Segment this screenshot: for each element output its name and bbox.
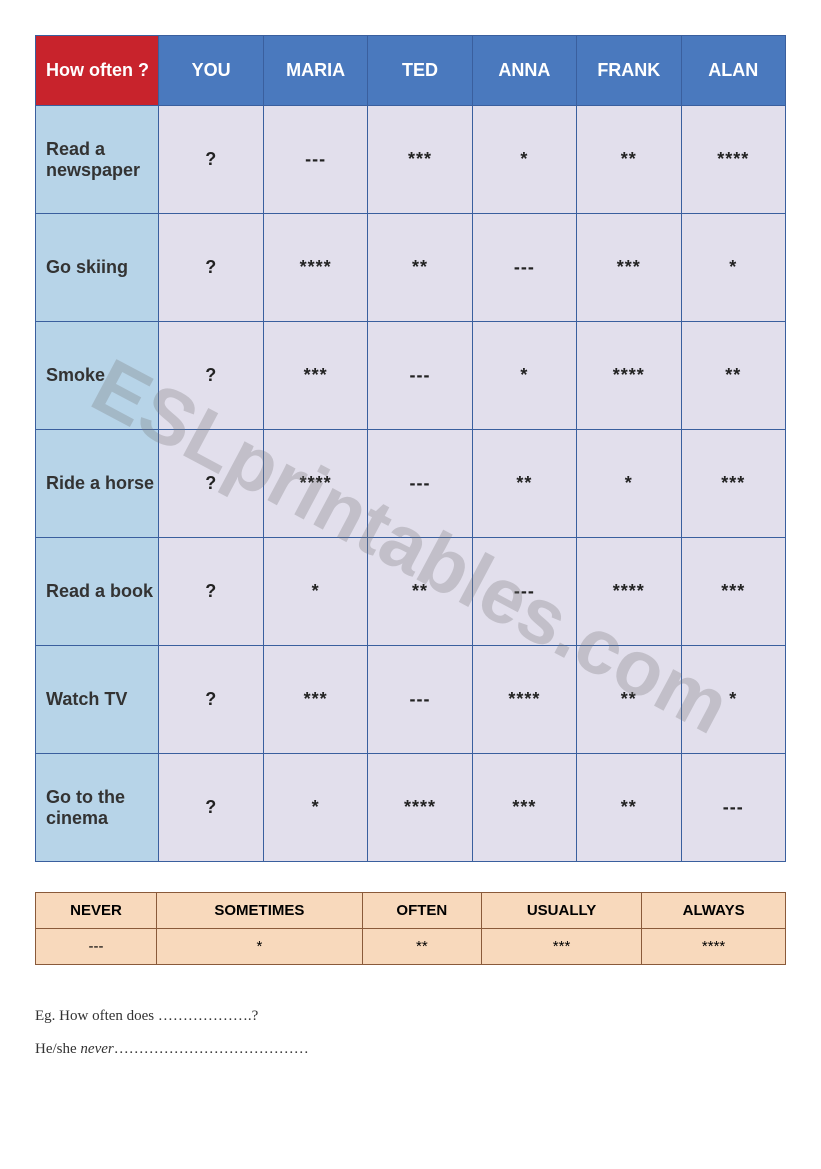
freq-value: ? [159,754,263,862]
freq-value: **** [472,646,576,754]
example-line-1: Eg. How often does ……………….? [35,1000,786,1033]
freq-value: ** [368,538,472,646]
freq-value: **** [577,538,681,646]
activity-label: Smoke [36,322,159,430]
legend-table: NEVER SOMETIMES OFTEN USUALLY ALWAYS ---… [35,892,786,965]
freq-value: **** [263,430,367,538]
legend-label-always: ALWAYS [642,893,786,929]
freq-value: --- [263,106,367,214]
freq-value: ? [159,538,263,646]
freq-value: ** [368,214,472,322]
legend-symbol-never: --- [36,929,157,965]
person-header-alan: ALAN [681,36,785,106]
freq-value: *** [263,322,367,430]
frequency-table: How often ? YOU MARIA TED ANNA FRANK ALA… [35,35,786,862]
freq-value: **** [577,322,681,430]
legend-label-usually: USUALLY [481,893,641,929]
freq-value: *** [681,538,785,646]
freq-value: ? [159,214,263,322]
legend-label-never: NEVER [36,893,157,929]
table-body: Read a newspaper ? --- *** * ** **** Go … [36,106,786,862]
example-line1-suffix: ……………….? [158,1008,258,1024]
freq-value: *** [681,430,785,538]
header-row: How often ? YOU MARIA TED ANNA FRANK ALA… [36,36,786,106]
table-row: Go to the cinema ? * **** *** ** --- [36,754,786,862]
activity-label: Go to the cinema [36,754,159,862]
table-row: Go skiing ? **** ** --- *** * [36,214,786,322]
activity-label: Watch TV [36,646,159,754]
person-header-ted: TED [368,36,472,106]
legend-symbol-sometimes: * [156,929,362,965]
table-row: Ride a horse ? **** --- ** * *** [36,430,786,538]
freq-value: *** [472,754,576,862]
freq-value: **** [368,754,472,862]
person-header-maria: MARIA [263,36,367,106]
legend-symbol-usually: *** [481,929,641,965]
freq-value: --- [472,538,576,646]
freq-value: * [577,430,681,538]
freq-value: * [681,214,785,322]
activity-label: Read a newspaper [36,106,159,214]
example-line2-suffix: ………………………………… [114,1041,309,1057]
freq-value: *** [368,106,472,214]
table-row: Watch TV ? *** --- **** ** * [36,646,786,754]
freq-value: **** [681,106,785,214]
freq-value: *** [577,214,681,322]
freq-value: * [472,322,576,430]
example-line-2: He/she never………………………………… [35,1033,786,1066]
freq-value: * [472,106,576,214]
freq-value: *** [263,646,367,754]
example-line2-italic: never [80,1041,113,1057]
freq-value: --- [472,214,576,322]
freq-value: ? [159,322,263,430]
freq-value: --- [368,430,472,538]
freq-value: ? [159,430,263,538]
activity-label: Ride a horse [36,430,159,538]
table-row: Smoke ? *** --- * **** ** [36,322,786,430]
activity-label: Go skiing [36,214,159,322]
freq-value: **** [263,214,367,322]
activity-label: Read a book [36,538,159,646]
legend-label-sometimes: SOMETIMES [156,893,362,929]
freq-value: ** [577,646,681,754]
person-header-frank: FRANK [577,36,681,106]
example-line2-prefix: He/she [35,1041,80,1057]
legend-symbols-row: --- * ** *** **** [36,929,786,965]
example-block: Eg. How often does ……………….? He/she never… [35,1000,786,1066]
legend-label-often: OFTEN [362,893,481,929]
example-line1-prefix: Eg. How often does [35,1008,158,1024]
table-row: Read a newspaper ? --- *** * ** **** [36,106,786,214]
freq-value: ** [577,754,681,862]
freq-value: ** [472,430,576,538]
freq-value: --- [681,754,785,862]
freq-value: ? [159,106,263,214]
freq-value: --- [368,646,472,754]
corner-header: How often ? [36,36,159,106]
freq-value: * [681,646,785,754]
freq-value: * [263,754,367,862]
table-row: Read a book ? * ** --- **** *** [36,538,786,646]
freq-value: ** [681,322,785,430]
freq-value: ? [159,646,263,754]
freq-value: ** [577,106,681,214]
person-header-you: YOU [159,36,263,106]
legend-symbol-always: **** [642,929,786,965]
freq-value: * [263,538,367,646]
legend-labels-row: NEVER SOMETIMES OFTEN USUALLY ALWAYS [36,893,786,929]
freq-value: --- [368,322,472,430]
legend-symbol-often: ** [362,929,481,965]
person-header-anna: ANNA [472,36,576,106]
